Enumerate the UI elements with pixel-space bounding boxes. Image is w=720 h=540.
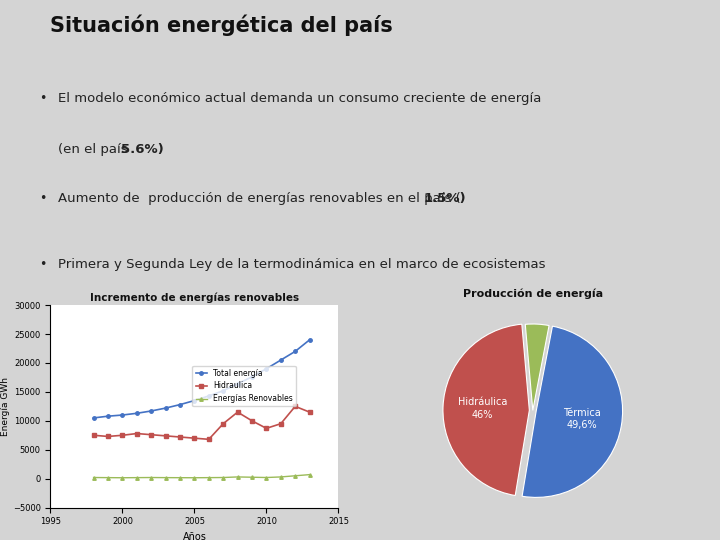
Hidraulica: [190, 435, 199, 441]
Hidraulica: [291, 403, 300, 410]
Total energía: [161, 405, 170, 411]
Text: •: •: [40, 192, 47, 205]
Hidraulica: [204, 436, 213, 443]
Text: 5.6%): 5.6%): [121, 143, 163, 156]
Hidraulica: [233, 409, 242, 415]
Energías Renovables: [104, 475, 112, 481]
Hidraulica: [305, 409, 314, 415]
Wedge shape: [526, 324, 549, 410]
Hidraulica: [118, 432, 127, 438]
Total energía: [104, 413, 112, 420]
Title: Producción de energía: Producción de energía: [463, 288, 603, 299]
Energías Renovables: [233, 474, 242, 480]
Wedge shape: [522, 326, 623, 497]
Title: Incremento de energías renovables: Incremento de energías renovables: [90, 293, 299, 303]
Text: •: •: [40, 258, 47, 271]
Total energía: [147, 408, 156, 414]
Total energía: [219, 388, 228, 394]
Legend: Total energía, Hidraulica, Energías Renovables: Total energía, Hidraulica, Energías Reno…: [192, 366, 296, 407]
Energías Renovables: [291, 472, 300, 479]
Total energía: [132, 410, 141, 416]
Energías Renovables: [262, 474, 271, 481]
Hidraulica: [262, 425, 271, 431]
Total energía: [305, 336, 314, 343]
Text: 1.5%): 1.5%): [423, 192, 466, 205]
Hidraulica: [219, 421, 228, 427]
Energías Renovables: [276, 474, 285, 480]
Text: (en el país: (en el país: [58, 143, 132, 156]
Energías Renovables: [219, 474, 228, 481]
Total energía: [190, 397, 199, 404]
Energías Renovables: [89, 474, 98, 481]
Hidraulica: [276, 421, 285, 427]
Hidraulica: [248, 417, 256, 424]
Total energía: [118, 412, 127, 418]
Line: Hidraulica: Hidraulica: [92, 404, 311, 441]
Energías Renovables: [161, 475, 170, 481]
Hidraulica: [147, 431, 156, 438]
Energías Renovables: [204, 475, 213, 481]
Line: Energías Renovables: Energías Renovables: [92, 473, 311, 480]
Energías Renovables: [132, 475, 141, 481]
Total energía: [176, 401, 184, 408]
Total energía: [262, 366, 271, 372]
Hidraulica: [176, 434, 184, 440]
Text: El modelo económico actual demanda un consumo creciente de energía: El modelo económico actual demanda un co…: [58, 92, 541, 105]
Energías Renovables: [176, 475, 184, 481]
Energías Renovables: [190, 475, 199, 481]
X-axis label: Años: Años: [182, 532, 207, 540]
Energías Renovables: [305, 471, 314, 478]
Text: Hidráulica
46%: Hidráulica 46%: [458, 397, 508, 420]
Text: Primera y Segunda Ley de la termodinámica en el marco de ecosistemas: Primera y Segunda Ley de la termodinámic…: [58, 258, 545, 271]
Hidraulica: [132, 430, 141, 437]
Total energía: [204, 393, 213, 399]
Hidraulica: [104, 433, 112, 440]
Y-axis label: Energía GWh: Energía GWh: [1, 377, 10, 436]
Energías Renovables: [248, 474, 256, 481]
Energías Renovables: [118, 475, 127, 481]
Total energía: [89, 415, 98, 421]
Text: Situación energética del país: Situación energética del país: [50, 14, 393, 36]
Energías Renovables: [147, 474, 156, 481]
Wedge shape: [443, 324, 529, 496]
Text: Térmica
49,6%: Térmica 49,6%: [563, 408, 601, 430]
Total energía: [233, 381, 242, 387]
Hidraulica: [89, 432, 98, 438]
Line: Total energía: Total energía: [92, 338, 311, 420]
Text: Aumento de  producción de energías renovables en el país (: Aumento de producción de energías renova…: [58, 192, 460, 205]
Hidraulica: [161, 433, 170, 439]
Total energía: [291, 348, 300, 355]
Text: •: •: [40, 92, 47, 105]
Total energía: [248, 374, 256, 380]
Total energía: [276, 357, 285, 363]
